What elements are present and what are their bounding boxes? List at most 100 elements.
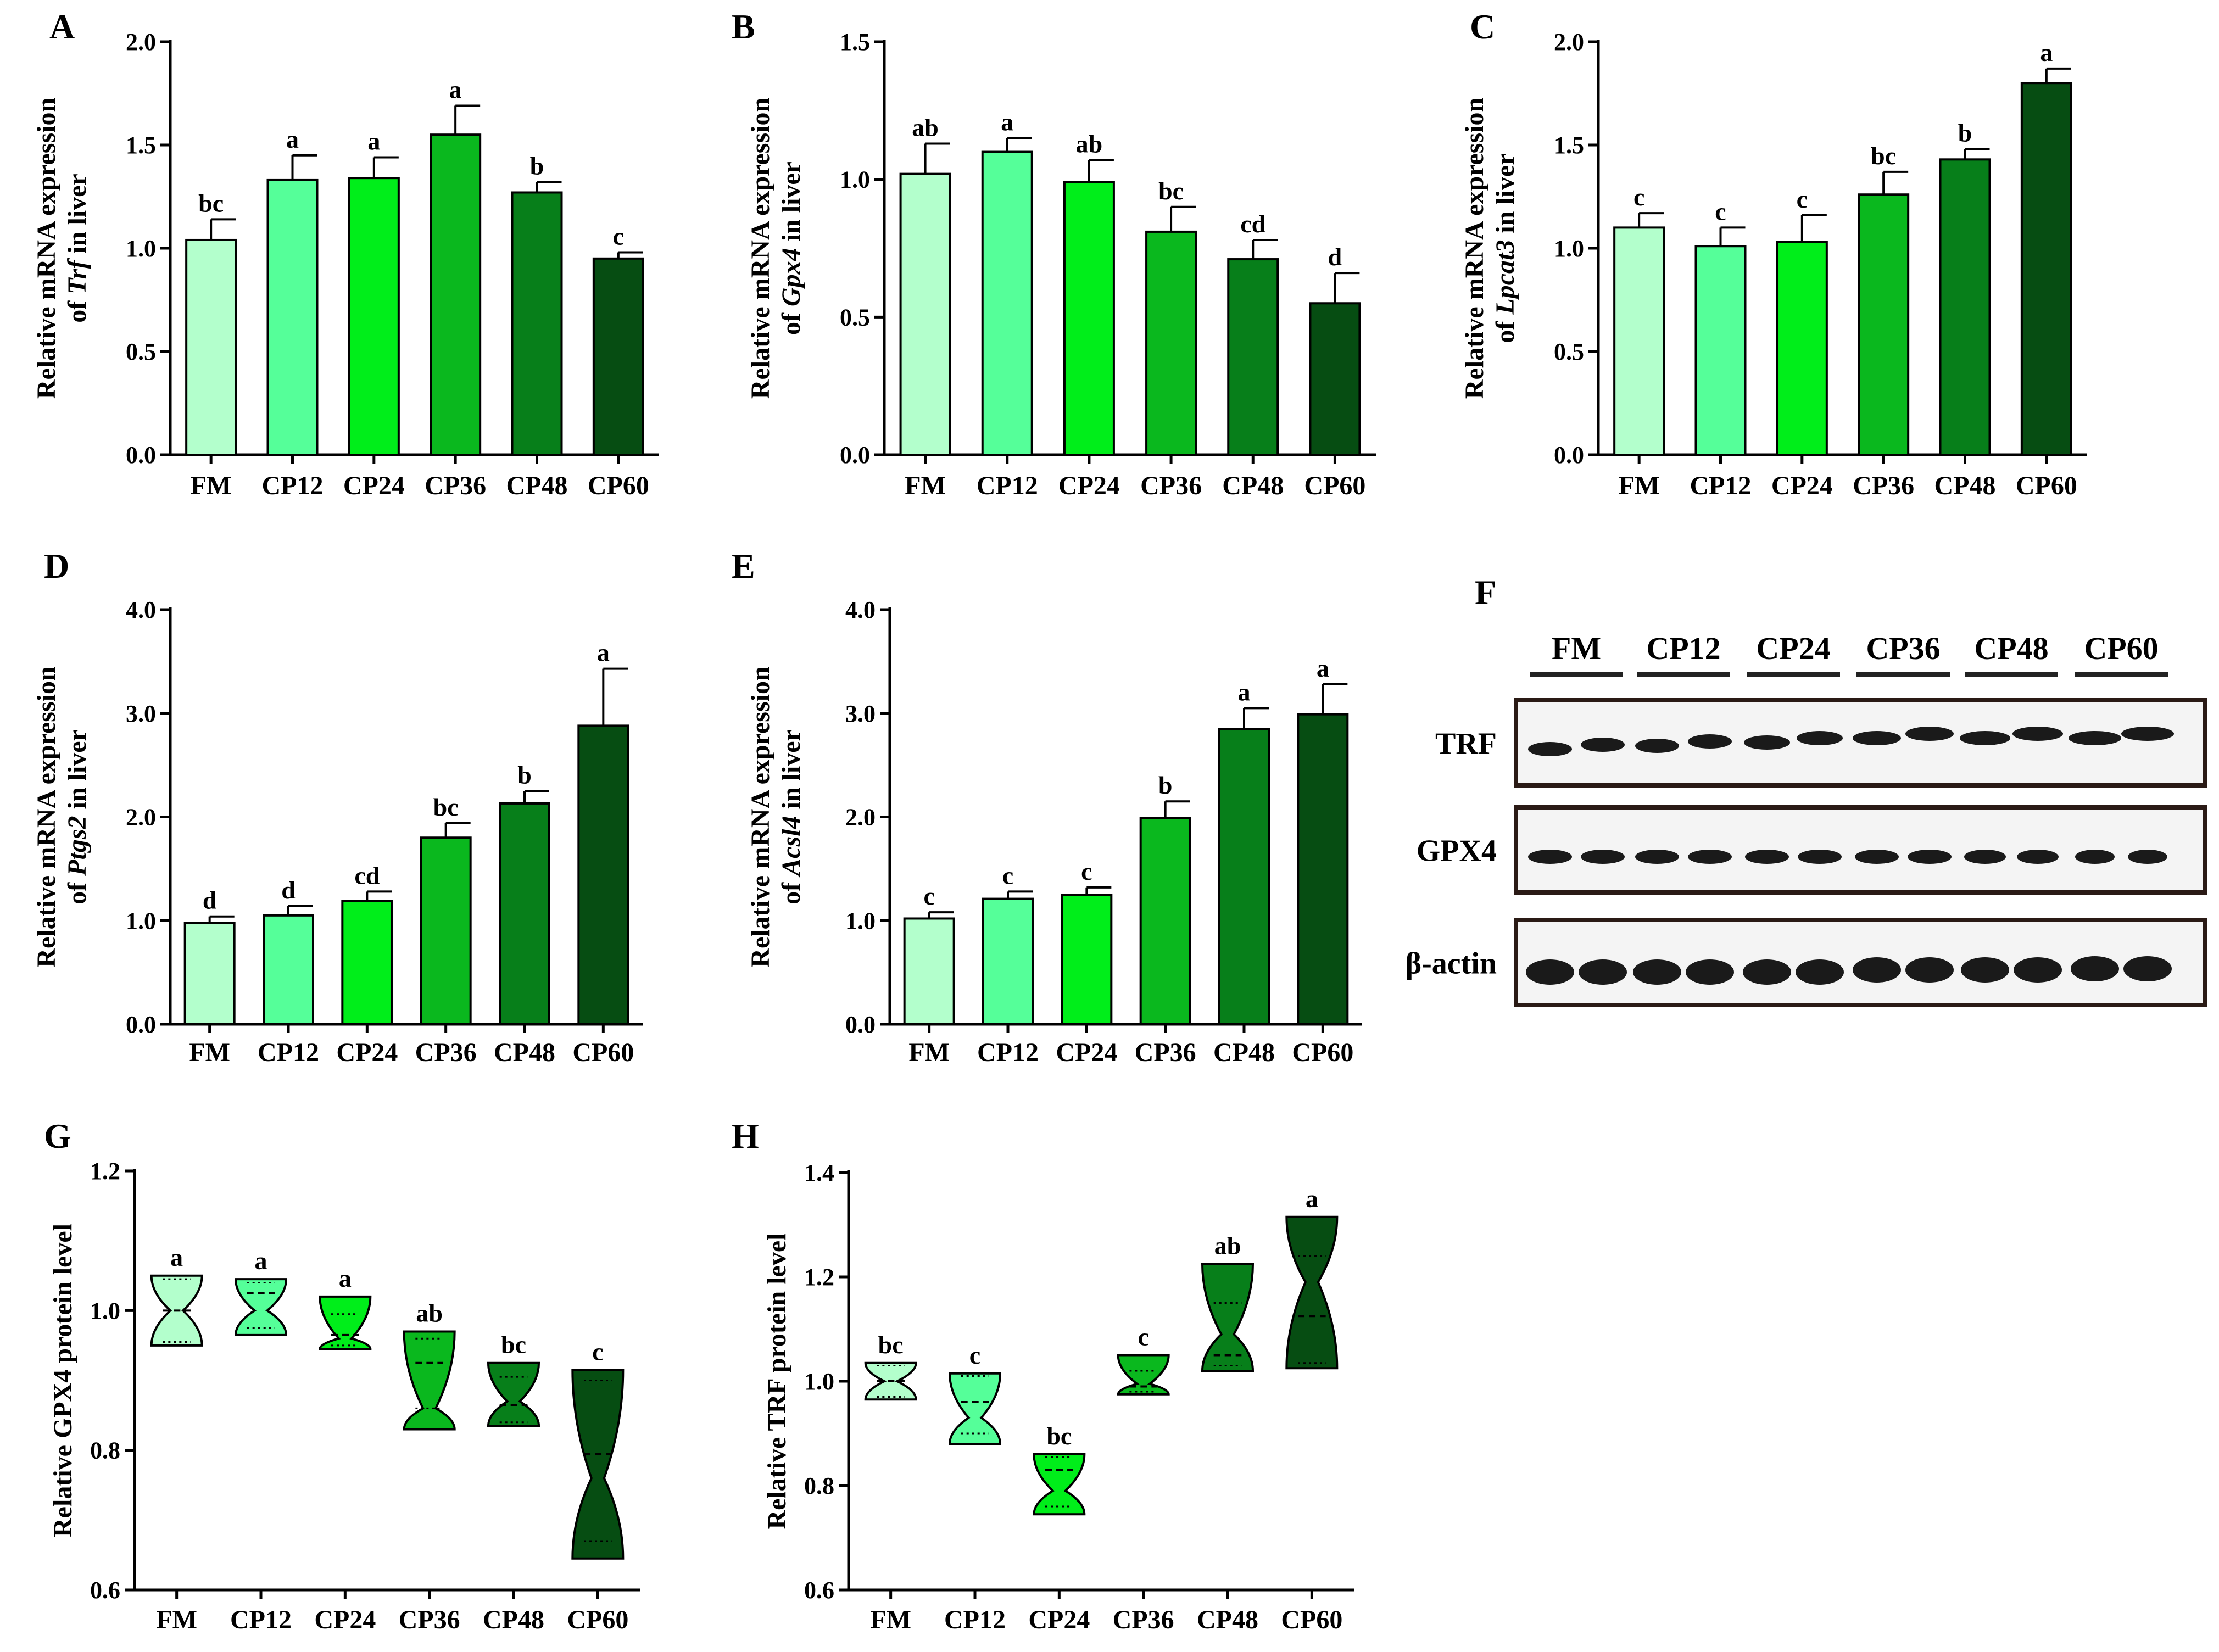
y-axis-label: Relative GPX4 protein level xyxy=(48,1224,77,1537)
significance-letter: ab xyxy=(1076,130,1103,158)
significance-letter: a xyxy=(170,1243,183,1271)
blot-band xyxy=(2128,850,2167,864)
y-tick-label: 1.5 xyxy=(126,132,156,159)
y-tick-label: 1.0 xyxy=(804,1368,834,1395)
significance-letter: bc xyxy=(1158,177,1184,205)
y-axis-label: Relative mRNA expressionof Gpx4 in liver xyxy=(746,98,806,399)
blot-row-label: TRF xyxy=(1435,727,1497,761)
significance-letter: b xyxy=(530,152,544,180)
x-tick-label: FM xyxy=(156,1605,197,1634)
blot-band xyxy=(1686,959,1734,985)
violin-cp48 xyxy=(1201,1263,1255,1372)
significance-letter: bc xyxy=(433,793,459,821)
y-axis-label-suffix: in liver xyxy=(63,729,92,816)
blot-lane-label: CP12 xyxy=(1646,630,1720,666)
blot-band xyxy=(1744,735,1790,750)
panel-c: C 0.0 0.5 1.0 1.5 2.0 FM CP12 CP24 CP36 CP48 CP60 Re… xyxy=(1460,7,2087,500)
blot-band xyxy=(1579,959,1627,985)
significance-letter: a xyxy=(1306,1185,1318,1213)
y-tick-label: 0.0 xyxy=(840,442,870,468)
x-tick-label: CP48 xyxy=(494,1038,555,1067)
x-tick-label: CP24 xyxy=(343,471,405,500)
panel-letter-a: A xyxy=(49,7,75,46)
y-axis-label-gene: Ptgs2 xyxy=(63,816,92,876)
x-tick-label: CP60 xyxy=(572,1038,634,1067)
panel-h: H 0.6 0.8 1.0 1.2 1.4 FM CP12 CP24 CP36 CP48 CP60 Re… xyxy=(732,1117,1354,1634)
bar-cp48 xyxy=(1218,728,1270,1025)
significance-letter: ab xyxy=(1214,1231,1241,1259)
panel-letter-c: C xyxy=(1470,7,1495,46)
x-tick-label: CP24 xyxy=(1058,471,1120,500)
blot-band xyxy=(2012,727,2063,741)
y-tick-label: 1.4 xyxy=(804,1159,834,1186)
blot-lane-label: CP48 xyxy=(1974,630,2048,666)
significance-letter: c xyxy=(1797,185,1808,213)
significance-letter: d xyxy=(1328,243,1342,271)
bar-cp24 xyxy=(348,177,400,456)
panel-a: A 0.0 0.5 1.0 1.5 2.0 FM CP12 CP24 CP36 CP48 CP60 Re… xyxy=(32,7,659,500)
y-axis-label-suffix: in liver xyxy=(1491,153,1520,239)
significance-letter: a xyxy=(255,1247,267,1275)
bar-cp12 xyxy=(263,914,314,1025)
y-axis-label: Relative mRNA expressionof Lpcat3 in liv… xyxy=(1460,98,1520,399)
y-axis-label-gene: Acsl4 xyxy=(777,816,806,877)
panel-letter-f: F xyxy=(1475,573,1496,612)
y-tick-label: 1.0 xyxy=(126,907,156,934)
significance-letter: d xyxy=(281,876,296,904)
significance-letter: b xyxy=(1958,119,1972,147)
blot-band xyxy=(1905,727,1954,741)
x-tick-label: CP60 xyxy=(588,471,649,500)
blot-lane-label: FM xyxy=(1552,630,1601,666)
x-tick-label: FM xyxy=(189,1038,230,1067)
y-tick-label: 1.0 xyxy=(1554,235,1584,262)
x-tick-label: CP24 xyxy=(1771,471,1833,500)
y-tick-label: 0.8 xyxy=(90,1437,120,1464)
panel-letter-g: G xyxy=(44,1117,71,1156)
y-axis-label-line1: Relative mRNA expression xyxy=(1460,98,1489,399)
y-axis-label-suffix: in liver xyxy=(777,161,806,248)
x-tick-label: CP48 xyxy=(1197,1605,1258,1634)
bar-cp48 xyxy=(511,191,563,456)
violin-cp12 xyxy=(234,1278,288,1336)
panel-letter-e: E xyxy=(732,546,755,585)
y-tick-label: 1.0 xyxy=(845,907,876,934)
x-tick-label: CP36 xyxy=(1140,471,1202,500)
y-tick-label: 3.0 xyxy=(845,700,876,727)
blot-row-label: β-actin xyxy=(1406,947,1497,981)
significance-letter: a xyxy=(286,125,299,153)
blot-band xyxy=(1688,850,1732,864)
blot-band xyxy=(2123,956,2172,981)
blot-band xyxy=(1964,850,2006,864)
y-tick-label: 2.0 xyxy=(126,29,156,55)
significance-letter: c xyxy=(1002,861,1013,889)
y-axis-label-gene: Gpx4 xyxy=(777,248,806,306)
significance-letter: a xyxy=(339,1264,352,1292)
bar-cp60 xyxy=(577,724,629,1025)
blot-band xyxy=(2121,727,2174,741)
y-axis-label: Relative TRF protein level xyxy=(762,1233,791,1529)
significance-letter: bc xyxy=(501,1331,526,1359)
x-tick-label: CP60 xyxy=(2016,471,2077,500)
significance-letter: bc xyxy=(1871,142,1896,170)
x-tick-label: FM xyxy=(908,1038,950,1067)
x-tick-label: FM xyxy=(1619,471,1660,500)
bar-cp12 xyxy=(266,178,319,456)
y-axis-label-line1: Relative mRNA expression xyxy=(32,666,61,967)
significance-letter: ab xyxy=(912,113,939,141)
x-tick-label: CP36 xyxy=(399,1605,460,1634)
bar-cp60 xyxy=(592,257,644,456)
bar-cp60 xyxy=(2020,82,2072,456)
y-axis-label: Relative mRNA expressionof Ptgs2 in live… xyxy=(32,666,92,967)
significance-letter: a xyxy=(597,639,610,667)
y-axis-label-line2: of xyxy=(777,306,806,335)
significance-letter: c xyxy=(1633,183,1644,211)
x-tick-label: CP48 xyxy=(1222,471,1284,500)
x-tick-label: CP60 xyxy=(1292,1038,1353,1067)
significance-letter: a xyxy=(1238,678,1251,706)
significance-letter: d xyxy=(203,886,217,914)
y-axis-label-line2: of xyxy=(63,876,92,905)
violin-cp24 xyxy=(319,1295,372,1350)
blot-band xyxy=(2014,957,2062,983)
bar-cp36 xyxy=(420,836,472,1025)
